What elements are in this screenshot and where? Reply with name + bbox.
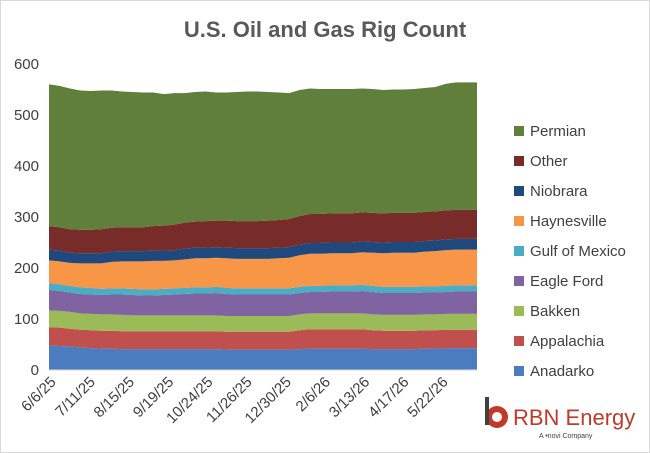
area-anadarko bbox=[49, 345, 477, 370]
logo-mark-inner-icon bbox=[492, 412, 502, 422]
legend-label-other: Other bbox=[530, 153, 568, 170]
y-tick-label: 0 bbox=[31, 362, 39, 379]
legend-label-permian: Permian bbox=[530, 123, 586, 140]
y-tick-label: 300 bbox=[14, 209, 39, 226]
legend-swatch-other bbox=[514, 156, 524, 166]
logo-tagline-text: A •novi Company bbox=[539, 433, 593, 440]
legend-label-eagle-ford: Eagle Ford bbox=[530, 273, 603, 290]
area-appalachia bbox=[49, 327, 477, 350]
x-tick-label: 8/15/25 bbox=[91, 374, 138, 421]
legend-label-appalachia: Appalachia bbox=[530, 333, 605, 350]
area-gulf-of-mexico bbox=[49, 283, 477, 296]
legend-label-gulf-of-mexico: Gulf of Mexico bbox=[530, 243, 626, 260]
area-haynesville bbox=[49, 249, 477, 290]
legend-swatch-haynesville bbox=[514, 216, 524, 226]
x-tick-label: 4/17/26 bbox=[365, 374, 412, 421]
legend-label-bakken: Bakken bbox=[530, 303, 580, 320]
logo-mark-stem-icon bbox=[485, 397, 489, 425]
legend-label-haynesville: Haynesville bbox=[530, 213, 607, 230]
area-bakken bbox=[49, 310, 477, 332]
y-tick-label: 600 bbox=[14, 56, 39, 73]
y-tick-label: 200 bbox=[14, 260, 39, 277]
y-tick-label: 500 bbox=[14, 107, 39, 124]
y-axis: 0 100 200 300 400 500 600 bbox=[14, 56, 39, 379]
x-tick-label: 3/13/26 bbox=[326, 374, 373, 421]
x-axis: 6/6/257/11/258/15/259/19/2510/24/2511/26… bbox=[18, 369, 477, 427]
area-other bbox=[49, 209, 477, 254]
logo-brand-text: RBN Energy bbox=[513, 405, 635, 430]
legend-swatch-permian bbox=[514, 126, 524, 136]
area-permian bbox=[49, 82, 477, 230]
area-eagle-ford bbox=[49, 289, 477, 316]
legend-swatch-appalachia bbox=[514, 336, 524, 346]
legend-swatch-eagle-ford bbox=[514, 276, 524, 286]
legend-swatch-bakken bbox=[514, 306, 524, 316]
legend-label-niobrara: Niobrara bbox=[530, 183, 588, 200]
legend-swatch-anadarko bbox=[514, 366, 524, 376]
x-tick-label: 5/22/26 bbox=[404, 374, 451, 421]
legend-swatch-gulf-of-mexico bbox=[514, 246, 524, 256]
area-niobrara bbox=[49, 238, 477, 264]
legend-swatch-niobrara bbox=[514, 186, 524, 196]
y-tick-label: 400 bbox=[14, 158, 39, 175]
legend: Permian Other Niobrara Haynesville Gulf of M… bbox=[514, 123, 626, 380]
chart-title: U.S. Oil and Gas Rig Count bbox=[184, 17, 467, 42]
y-tick-label: 100 bbox=[14, 311, 39, 328]
legend-label-anadarko: Anadarko bbox=[530, 363, 594, 380]
rbn-energy-logo: RBN Energy A •novi Company bbox=[485, 397, 635, 440]
x-tick-label: 7/11/25 bbox=[52, 374, 99, 421]
area-layers bbox=[49, 82, 477, 370]
